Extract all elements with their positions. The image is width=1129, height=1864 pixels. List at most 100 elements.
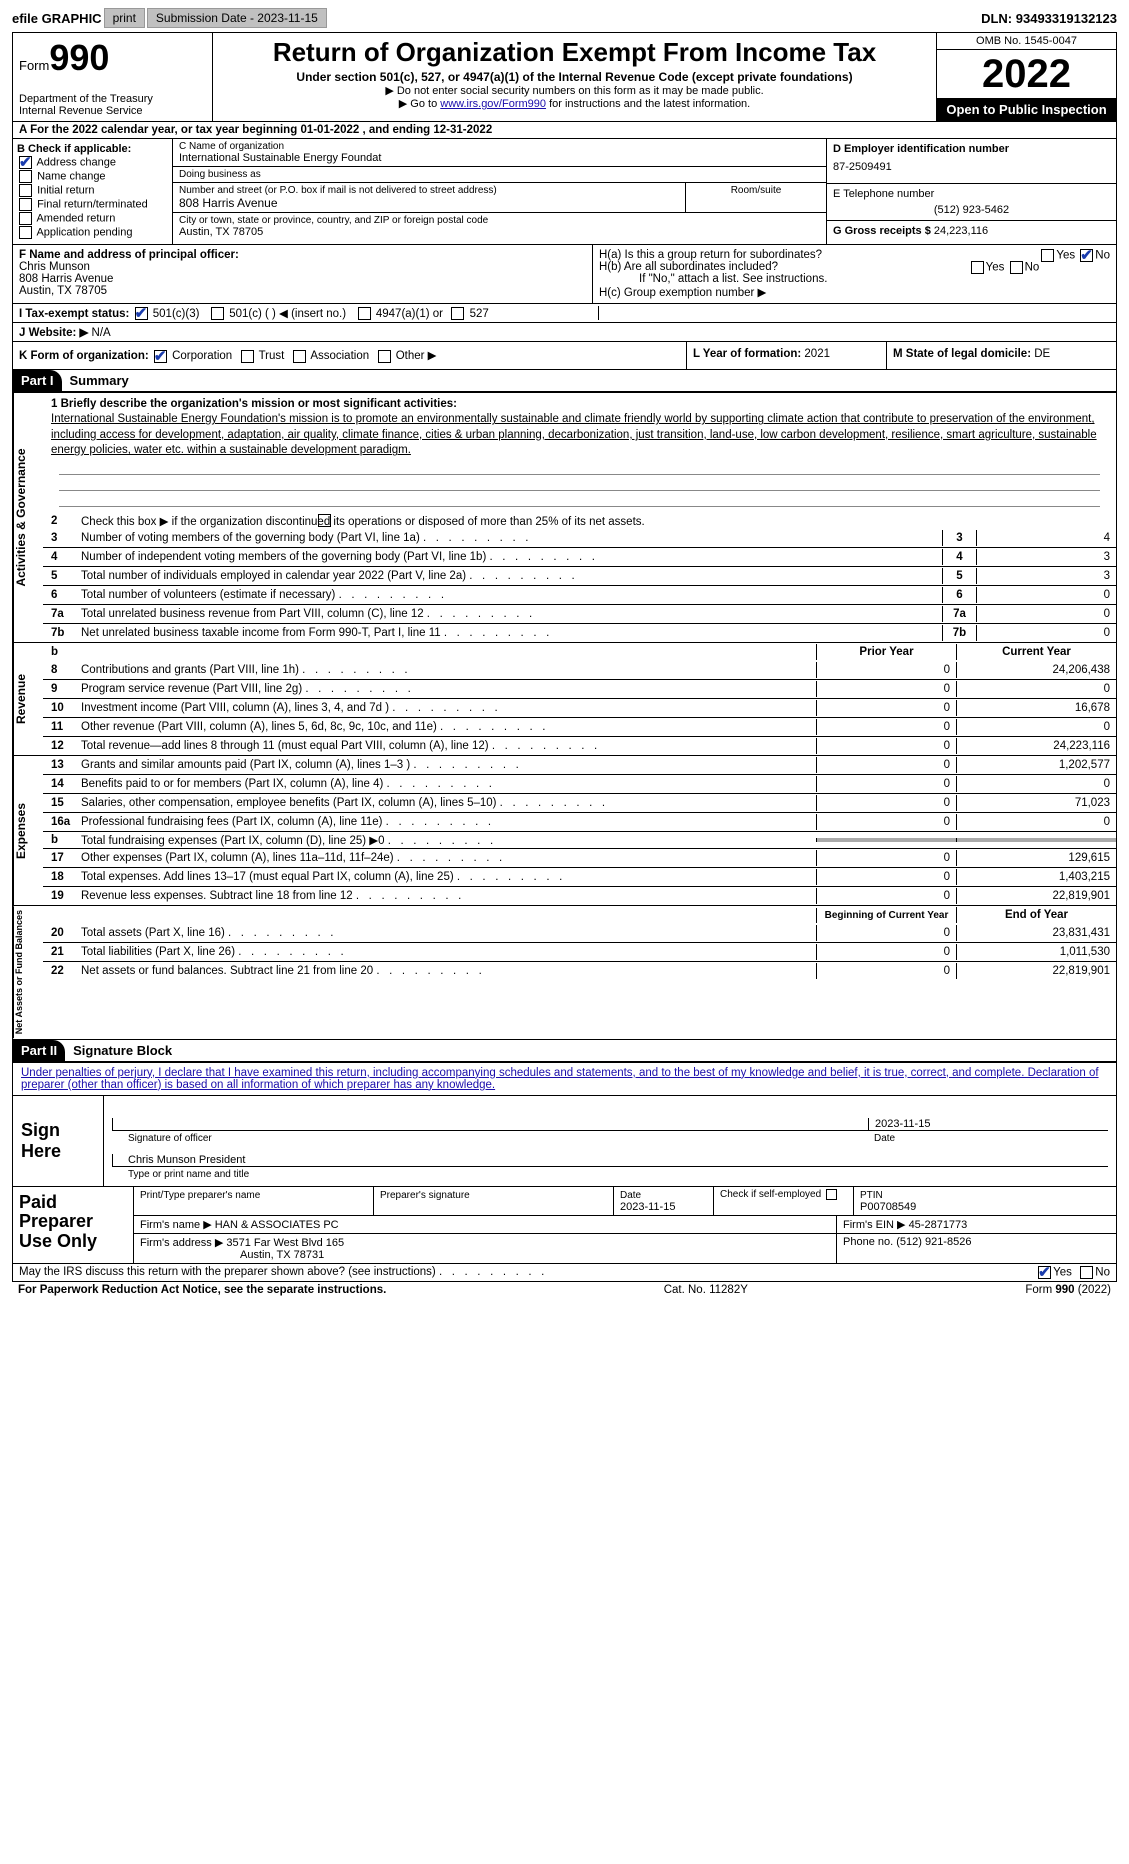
gov-lines: 3 Number of voting members of the govern… [43, 529, 1116, 642]
efile-label: efile GRAPHIC [12, 11, 102, 26]
checkbox-icon [241, 350, 254, 363]
b-label: B Check if applicable: [17, 143, 168, 155]
checkbox-icon [19, 170, 32, 183]
top-bar: efile GRAPHIC print Submission Date - 20… [12, 8, 1117, 28]
tax-year: 2022 [937, 50, 1116, 98]
data-line: 9 Program service revenue (Part VIII, li… [43, 679, 1116, 698]
gov-line: 6 Total number of volunteers (estimate i… [43, 585, 1116, 604]
part-i-exp: Expenses 13 Grants and similar amounts p… [12, 756, 1117, 906]
data-line: 16a Professional fundraising fees (Part … [43, 812, 1116, 831]
part-i-wrap: Part I Summary [12, 370, 1117, 393]
chk-final: Final return/terminated [17, 198, 168, 211]
na-headers: Beginning of Current Year End of Year [43, 906, 1116, 924]
data-line: 21 Total liabilities (Part X, line 26) 0… [43, 942, 1116, 961]
line-1: 1 Briefly describe the organization's mi… [43, 393, 1116, 513]
officer-name: Chris Munson President [128, 1154, 1108, 1166]
d-ein: D Employer identification number 87-2509… [827, 139, 1116, 184]
vtab-na: Net Assets or Fund Balances [13, 906, 43, 1038]
paid-label: Paid Preparer Use Only [13, 1187, 133, 1263]
irs-link[interactable]: www.irs.gov/Form990 [440, 98, 546, 110]
data-line: 19 Revenue less expenses. Subtract line … [43, 886, 1116, 905]
section-f: F Name and address of principal officer:… [13, 245, 593, 303]
na-lines: 20 Total assets (Part X, line 16) 0 23,8… [43, 924, 1116, 980]
org-name: International Sustainable Energy Foundat [179, 152, 820, 164]
checkbox-icon [135, 307, 148, 320]
data-line: 10 Investment income (Part VIII, column … [43, 698, 1116, 717]
chk-name: Name change [17, 170, 168, 183]
part-ii-title: Signature Block [65, 1040, 180, 1061]
checkbox-icon [19, 212, 32, 225]
data-line: 22 Net assets or fund balances. Subtract… [43, 961, 1116, 980]
checkbox-icon [154, 350, 167, 363]
checkbox-icon [1041, 249, 1054, 262]
checkbox-icon [826, 1189, 837, 1200]
h-b: H(b) Are all subordinates included?Yes N… [599, 261, 1110, 273]
dln: DLN: 93493319132123 [981, 11, 1117, 26]
vtab-exp: Expenses [13, 756, 43, 905]
data-line: 11 Other revenue (Part VIII, column (A),… [43, 717, 1116, 736]
form-title: Return of Organization Exempt From Incom… [221, 37, 928, 68]
form-990-page: efile GRAPHIC print Submission Date - 20… [0, 0, 1129, 1306]
rev-lines: 8 Contributions and grants (Part VIII, l… [43, 661, 1116, 755]
c-city: City or town, state or province, country… [173, 213, 826, 244]
checkbox-icon [378, 350, 391, 363]
footer: For Paperwork Reduction Act Notice, see … [12, 1282, 1117, 1298]
data-line: 17 Other expenses (Part IX, column (A), … [43, 848, 1116, 867]
col-c: C Name of organization International Sus… [173, 139, 826, 244]
print-button[interactable]: print [104, 8, 145, 28]
declaration: Under penalties of perjury, I declare th… [12, 1063, 1117, 1096]
cat-no: Cat. No. 11282Y [386, 1284, 1025, 1296]
checkbox-icon [19, 184, 32, 197]
gov-line: 7b Net unrelated business taxable income… [43, 623, 1116, 642]
form-number: Form990 [19, 37, 206, 79]
part-ii-badge: Part II [13, 1040, 65, 1061]
data-line: 8 Contributions and grants (Part VIII, l… [43, 661, 1116, 679]
part-i-badge: Part I [13, 370, 62, 391]
sign-here-label: Sign Here [13, 1096, 103, 1186]
exp-lines: 13 Grants and similar amounts paid (Part… [43, 756, 1116, 905]
gov-line: 5 Total number of individuals employed i… [43, 566, 1116, 585]
checkbox-icon [971, 261, 984, 274]
arrow-icon [112, 1118, 122, 1130]
dept: Department of the Treasury Internal Reve… [19, 93, 206, 117]
note-link: ▶ Go to www.irs.gov/Form990 for instruct… [221, 97, 928, 110]
submission-date: Submission Date - 2023-11-15 [147, 8, 327, 28]
checkbox-icon [358, 307, 371, 320]
checkbox-icon [318, 514, 331, 527]
col-b: B Check if applicable: Address change Na… [13, 139, 173, 244]
section-f-h: F Name and address of principal officer:… [12, 245, 1117, 304]
paid-preparer: Paid Preparer Use Only Print/Type prepar… [12, 1187, 1117, 1264]
vtab-gov: Activities & Governance [13, 393, 43, 643]
row-j: J Website: ▶ N/A [12, 323, 1117, 342]
header-right: OMB No. 1545-0047 2022 Open to Public In… [936, 33, 1116, 121]
checkbox-icon [211, 307, 224, 320]
checkbox-icon [293, 350, 306, 363]
part-i-na: Net Assets or Fund Balances Beginning of… [12, 906, 1117, 1039]
row-i: I Tax-exempt status: 501(c)(3) 501(c) ( … [12, 304, 1117, 323]
col-deg: D Employer identification number 87-2509… [826, 139, 1116, 244]
chk-address: Address change [17, 156, 168, 169]
form-subtitle: Under section 501(c), 527, or 4947(a)(1)… [221, 70, 928, 84]
pra-notice: For Paperwork Reduction Act Notice, see … [18, 1284, 386, 1296]
part-i-title: Summary [62, 370, 137, 391]
data-line: 15 Salaries, other compensation, employe… [43, 793, 1116, 812]
row-a: A For the 2022 calendar year, or tax yea… [12, 122, 1117, 139]
declaration-text[interactable]: Under penalties of perjury, I declare th… [21, 1067, 1099, 1091]
data-line: 18 Total expenses. Add lines 13–17 (must… [43, 867, 1116, 886]
public-inspection: Open to Public Inspection [937, 98, 1116, 121]
sign-here: Sign Here 2023-11-15 Signature of office… [12, 1096, 1117, 1187]
sig-date: 2023-11-15 [868, 1118, 1108, 1130]
section-b-to-g: B Check if applicable: Address change Na… [12, 139, 1117, 245]
part-ii-wrap: Part II Signature Block [12, 1040, 1117, 1063]
checkbox-icon [19, 226, 32, 239]
checkbox-icon [1038, 1266, 1051, 1279]
form-footer: Form 990 (2022) [1025, 1284, 1111, 1296]
checkbox-icon [19, 198, 32, 211]
data-line: 20 Total assets (Part X, line 16) 0 23,8… [43, 924, 1116, 942]
checkbox-icon [1080, 249, 1093, 262]
arrow-icon [112, 1154, 122, 1166]
part-i-gov: Activities & Governance 1 Briefly descri… [12, 393, 1117, 644]
data-line: b Total fundraising expenses (Part IX, c… [43, 831, 1116, 848]
h-a: H(a) Is this a group return for subordin… [599, 249, 1110, 261]
c-dba: Doing business as [173, 167, 826, 183]
